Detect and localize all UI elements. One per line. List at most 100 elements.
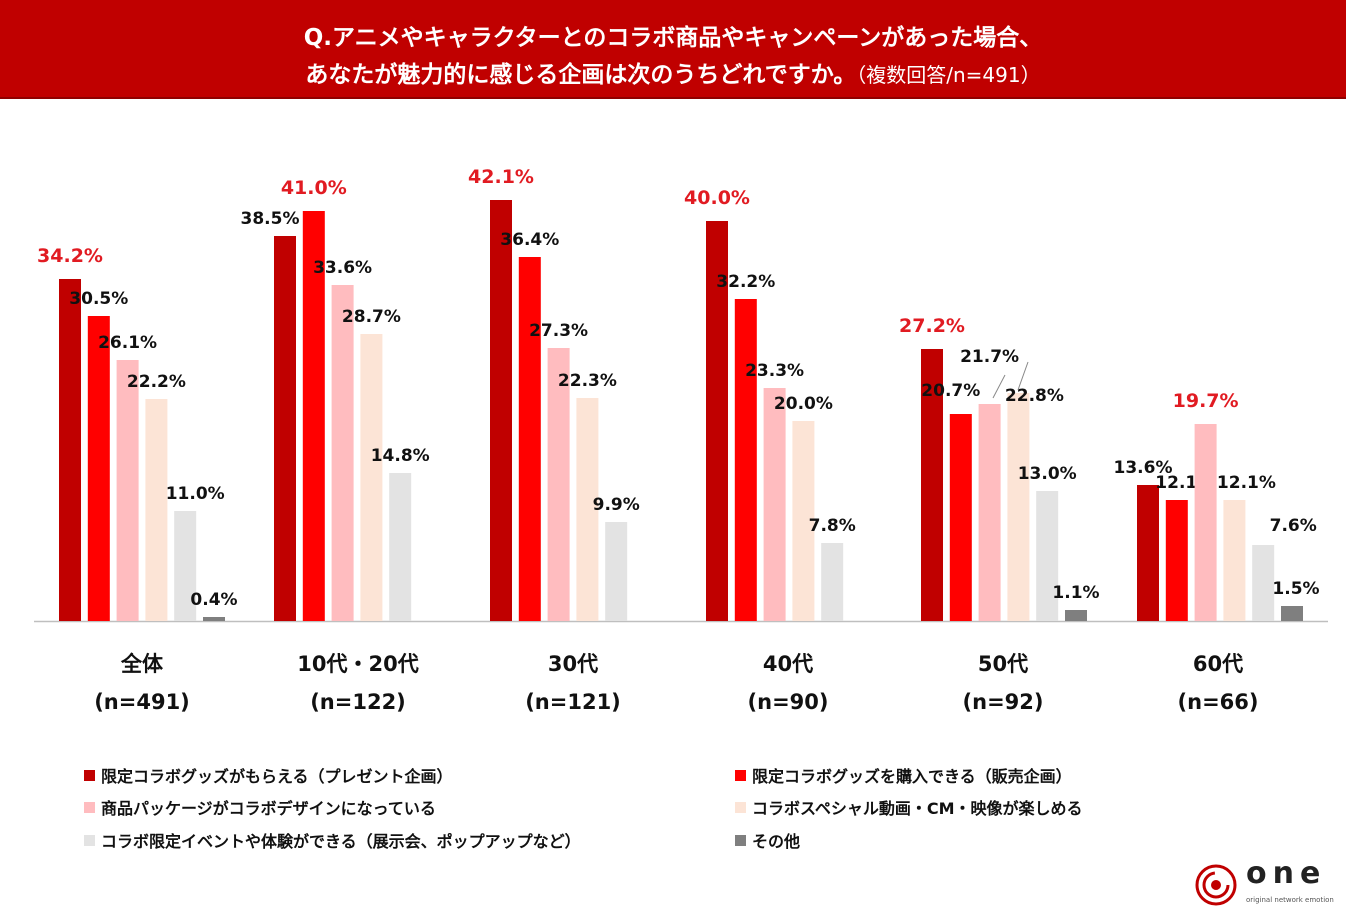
data-label-4-3: 22.8% xyxy=(1005,386,1064,406)
bar-2-2 xyxy=(547,348,570,621)
data-label-4-1: 20.7% xyxy=(921,381,980,401)
leader-line-4-2 xyxy=(992,374,1006,399)
data-label-2-4: 9.9% xyxy=(593,495,640,515)
legend-label-3: コラボスペシャル動画・CM・映像が楽しめる xyxy=(752,799,1083,818)
data-label-1-4: 14.8% xyxy=(371,446,430,466)
legend-swatch-5 xyxy=(735,834,746,846)
legend-swatch-2 xyxy=(84,801,95,813)
legend-swatch-1 xyxy=(735,769,746,781)
data-label-4-0: 27.2% xyxy=(899,315,965,337)
bar-1-2 xyxy=(331,285,354,621)
brand-logo: one original network emotion xyxy=(1194,856,1334,908)
bar-chart: 34.2% 30.5% 26.1% 22.2% 11.0% 0.4% 38.5% 41.0% 3… xyxy=(34,166,1328,623)
legend-label-1: 限定コラボグッズを購入できる（販売企画） xyxy=(752,767,1072,786)
bar-5-3 xyxy=(1223,500,1246,621)
bar-3-3 xyxy=(792,421,815,621)
leader-line-4-3 xyxy=(1017,361,1029,391)
legend-label-0: 限定コラボグッズがもらえる（プレゼント企画） xyxy=(101,767,453,786)
category-n-5: (n=66) xyxy=(1177,690,1259,714)
data-label-0-3: 22.2% xyxy=(127,372,186,392)
data-label-4-2: 21.7% xyxy=(960,347,1019,367)
bar-0-5 xyxy=(203,617,225,621)
category-n-2: (n=121) xyxy=(525,690,621,714)
data-label-2-2: 27.3% xyxy=(529,321,588,341)
data-label-3-4: 7.8% xyxy=(809,516,856,536)
legend-item-4: コラボ限定イベントや体験ができる（展示会、ポップアップなど） xyxy=(84,828,581,852)
category-label-0: 全体 xyxy=(121,652,163,676)
title-banner: Q.アニメやキャラクターとのコラボ商品やキャンペーンがあった場合、 あなたが魅力… xyxy=(0,0,1346,99)
data-label-5-2: 19.7% xyxy=(1173,390,1239,412)
bar-4-5 xyxy=(1065,610,1087,621)
legend-item-2: 商品パッケージがコラボデザインになっている xyxy=(84,795,436,819)
bar-5-2 xyxy=(1194,424,1217,621)
bar-4-2 xyxy=(978,404,1001,621)
bar-4-4 xyxy=(1036,491,1059,621)
bar-3-0 xyxy=(706,221,728,621)
data-label-3-3: 20.0% xyxy=(774,394,833,414)
category-label-1: 10代・20代 xyxy=(297,652,419,676)
bar-1-0 xyxy=(274,236,296,621)
data-label-0-0: 34.2% xyxy=(37,245,103,267)
data-label-2-0: 42.1% xyxy=(468,166,534,188)
logo-tagline: original network emotion xyxy=(1246,896,1334,904)
legend-item-3: コラボスペシャル動画・CM・映像が楽しめる xyxy=(735,795,1083,819)
legend-swatch-4 xyxy=(84,834,95,846)
data-label-0-4: 11.0% xyxy=(166,484,225,504)
data-label-1-0: 38.5% xyxy=(241,209,300,229)
category-label-5: 60代 xyxy=(1192,652,1244,676)
data-label-3-1: 32.2% xyxy=(716,272,775,292)
legend-label-5: その他 xyxy=(752,832,801,851)
data-label-5-4: 7.6% xyxy=(1270,516,1317,536)
category-label-4: 50代 xyxy=(977,652,1029,676)
bar-5-1 xyxy=(1165,500,1188,621)
bar-2-0 xyxy=(490,200,512,621)
title-line1: Q.アニメやキャラクターとのコラボ商品やキャンペーンがあった場合、 xyxy=(303,25,1043,51)
bar-0-0 xyxy=(59,279,81,621)
bar-2-1 xyxy=(518,257,541,621)
title-line2: あなたが魅力的に感じる企画は次のうちどれですか。（複数回答/n=491） xyxy=(0,55,1346,89)
bar-0-4 xyxy=(174,511,197,621)
data-label-0-5: 0.4% xyxy=(190,590,237,610)
bar-5-0 xyxy=(1137,485,1159,621)
bar-0-2 xyxy=(116,360,139,621)
category-n-1: (n=122) xyxy=(310,690,406,714)
legend-item-0: 限定コラボグッズがもらえる（プレゼント企画） xyxy=(84,763,453,787)
data-label-4-4: 13.0% xyxy=(1018,464,1077,484)
bar-3-4 xyxy=(821,543,844,621)
bar-3-1 xyxy=(734,299,757,621)
data-label-1-2: 33.6% xyxy=(313,258,372,278)
bar-2-3 xyxy=(576,398,599,621)
legend-label-4: コラボ限定イベントや体験ができる（展示会、ポップアップなど） xyxy=(101,832,581,851)
data-label-0-1: 30.5% xyxy=(69,289,128,309)
logo-swirl-icon xyxy=(1195,864,1237,906)
bar-4-0 xyxy=(921,349,943,621)
legend-swatch-0 xyxy=(84,769,95,781)
category-n-3: (n=90) xyxy=(747,690,829,714)
logo-word: one xyxy=(1246,856,1327,891)
bar-4-1 xyxy=(949,414,972,621)
legend-item-5: その他 xyxy=(735,828,800,852)
title-note: （複数回答/n=491） xyxy=(856,63,1041,87)
data-label-2-3: 22.3% xyxy=(558,371,617,391)
bar-5-5 xyxy=(1281,606,1303,621)
data-label-3-2: 23.3% xyxy=(745,361,804,381)
category-label-2: 30代 xyxy=(547,652,599,676)
legend-swatch-3 xyxy=(735,801,746,813)
data-label-5-0: 13.6% xyxy=(1114,458,1173,478)
bar-0-1 xyxy=(87,316,110,621)
title-question: あなたが魅力的に感じる企画は次のうちどれですか。 xyxy=(305,62,857,88)
bar-1-3 xyxy=(360,334,383,621)
bar-5-4 xyxy=(1252,545,1275,621)
bar-2-4 xyxy=(605,522,628,621)
data-label-3-0: 40.0% xyxy=(684,187,750,209)
data-label-0-2: 26.1% xyxy=(98,333,157,353)
data-label-5-3: 12.1% xyxy=(1217,473,1276,493)
data-label-4-5: 1.1% xyxy=(1052,583,1099,603)
category-n-4: (n=92) xyxy=(962,690,1044,714)
data-label-2-1: 36.4% xyxy=(500,230,559,250)
data-label-1-1: 41.0% xyxy=(281,177,347,199)
bar-0-3 xyxy=(145,399,168,621)
bar-3-2 xyxy=(763,388,786,621)
legend-label-2: 商品パッケージがコラボデザインになっている xyxy=(101,799,436,818)
data-label-5-5: 1.5% xyxy=(1272,579,1319,599)
